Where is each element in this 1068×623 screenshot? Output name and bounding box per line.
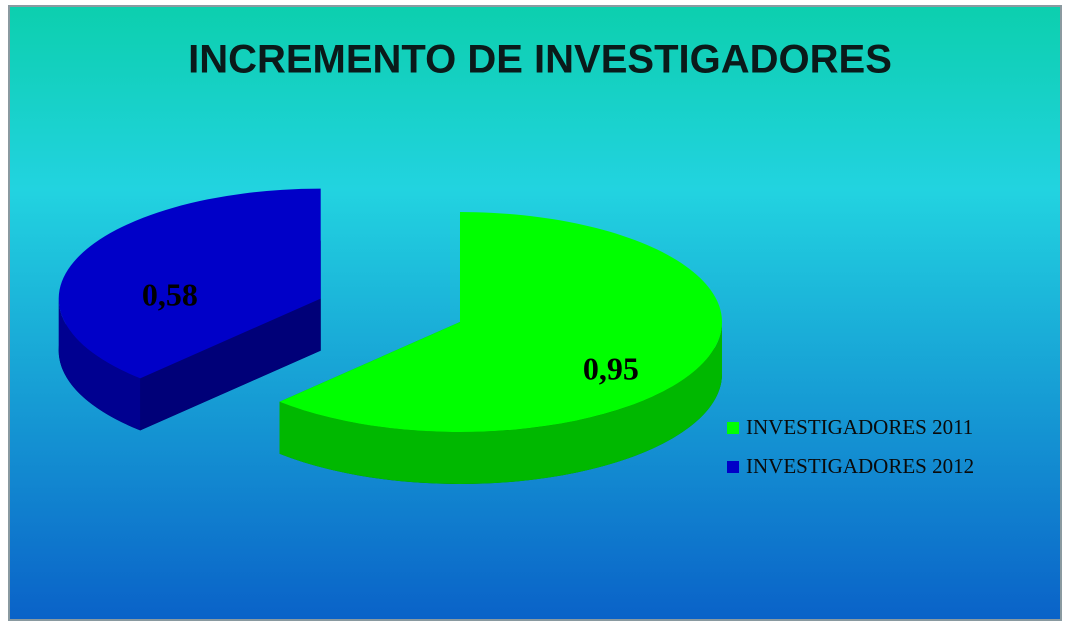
chart-title: INCREMENTO DE INVESTIGADORES [188, 38, 892, 82]
legend-label: INVESTIGADORES 2011 [746, 415, 973, 439]
slice-side [140, 298, 321, 431]
slice-wall [279, 322, 722, 484]
slice-wall [58, 298, 141, 431]
legend-label: INVESTIGADORES 2012 [746, 454, 974, 478]
legend-swatch [727, 461, 739, 473]
slice [279, 212, 722, 432]
data-label: 0,58 [142, 277, 198, 313]
slice [58, 188, 321, 379]
data-label: 0,95 [583, 351, 639, 387]
legend-swatch [727, 422, 739, 434]
